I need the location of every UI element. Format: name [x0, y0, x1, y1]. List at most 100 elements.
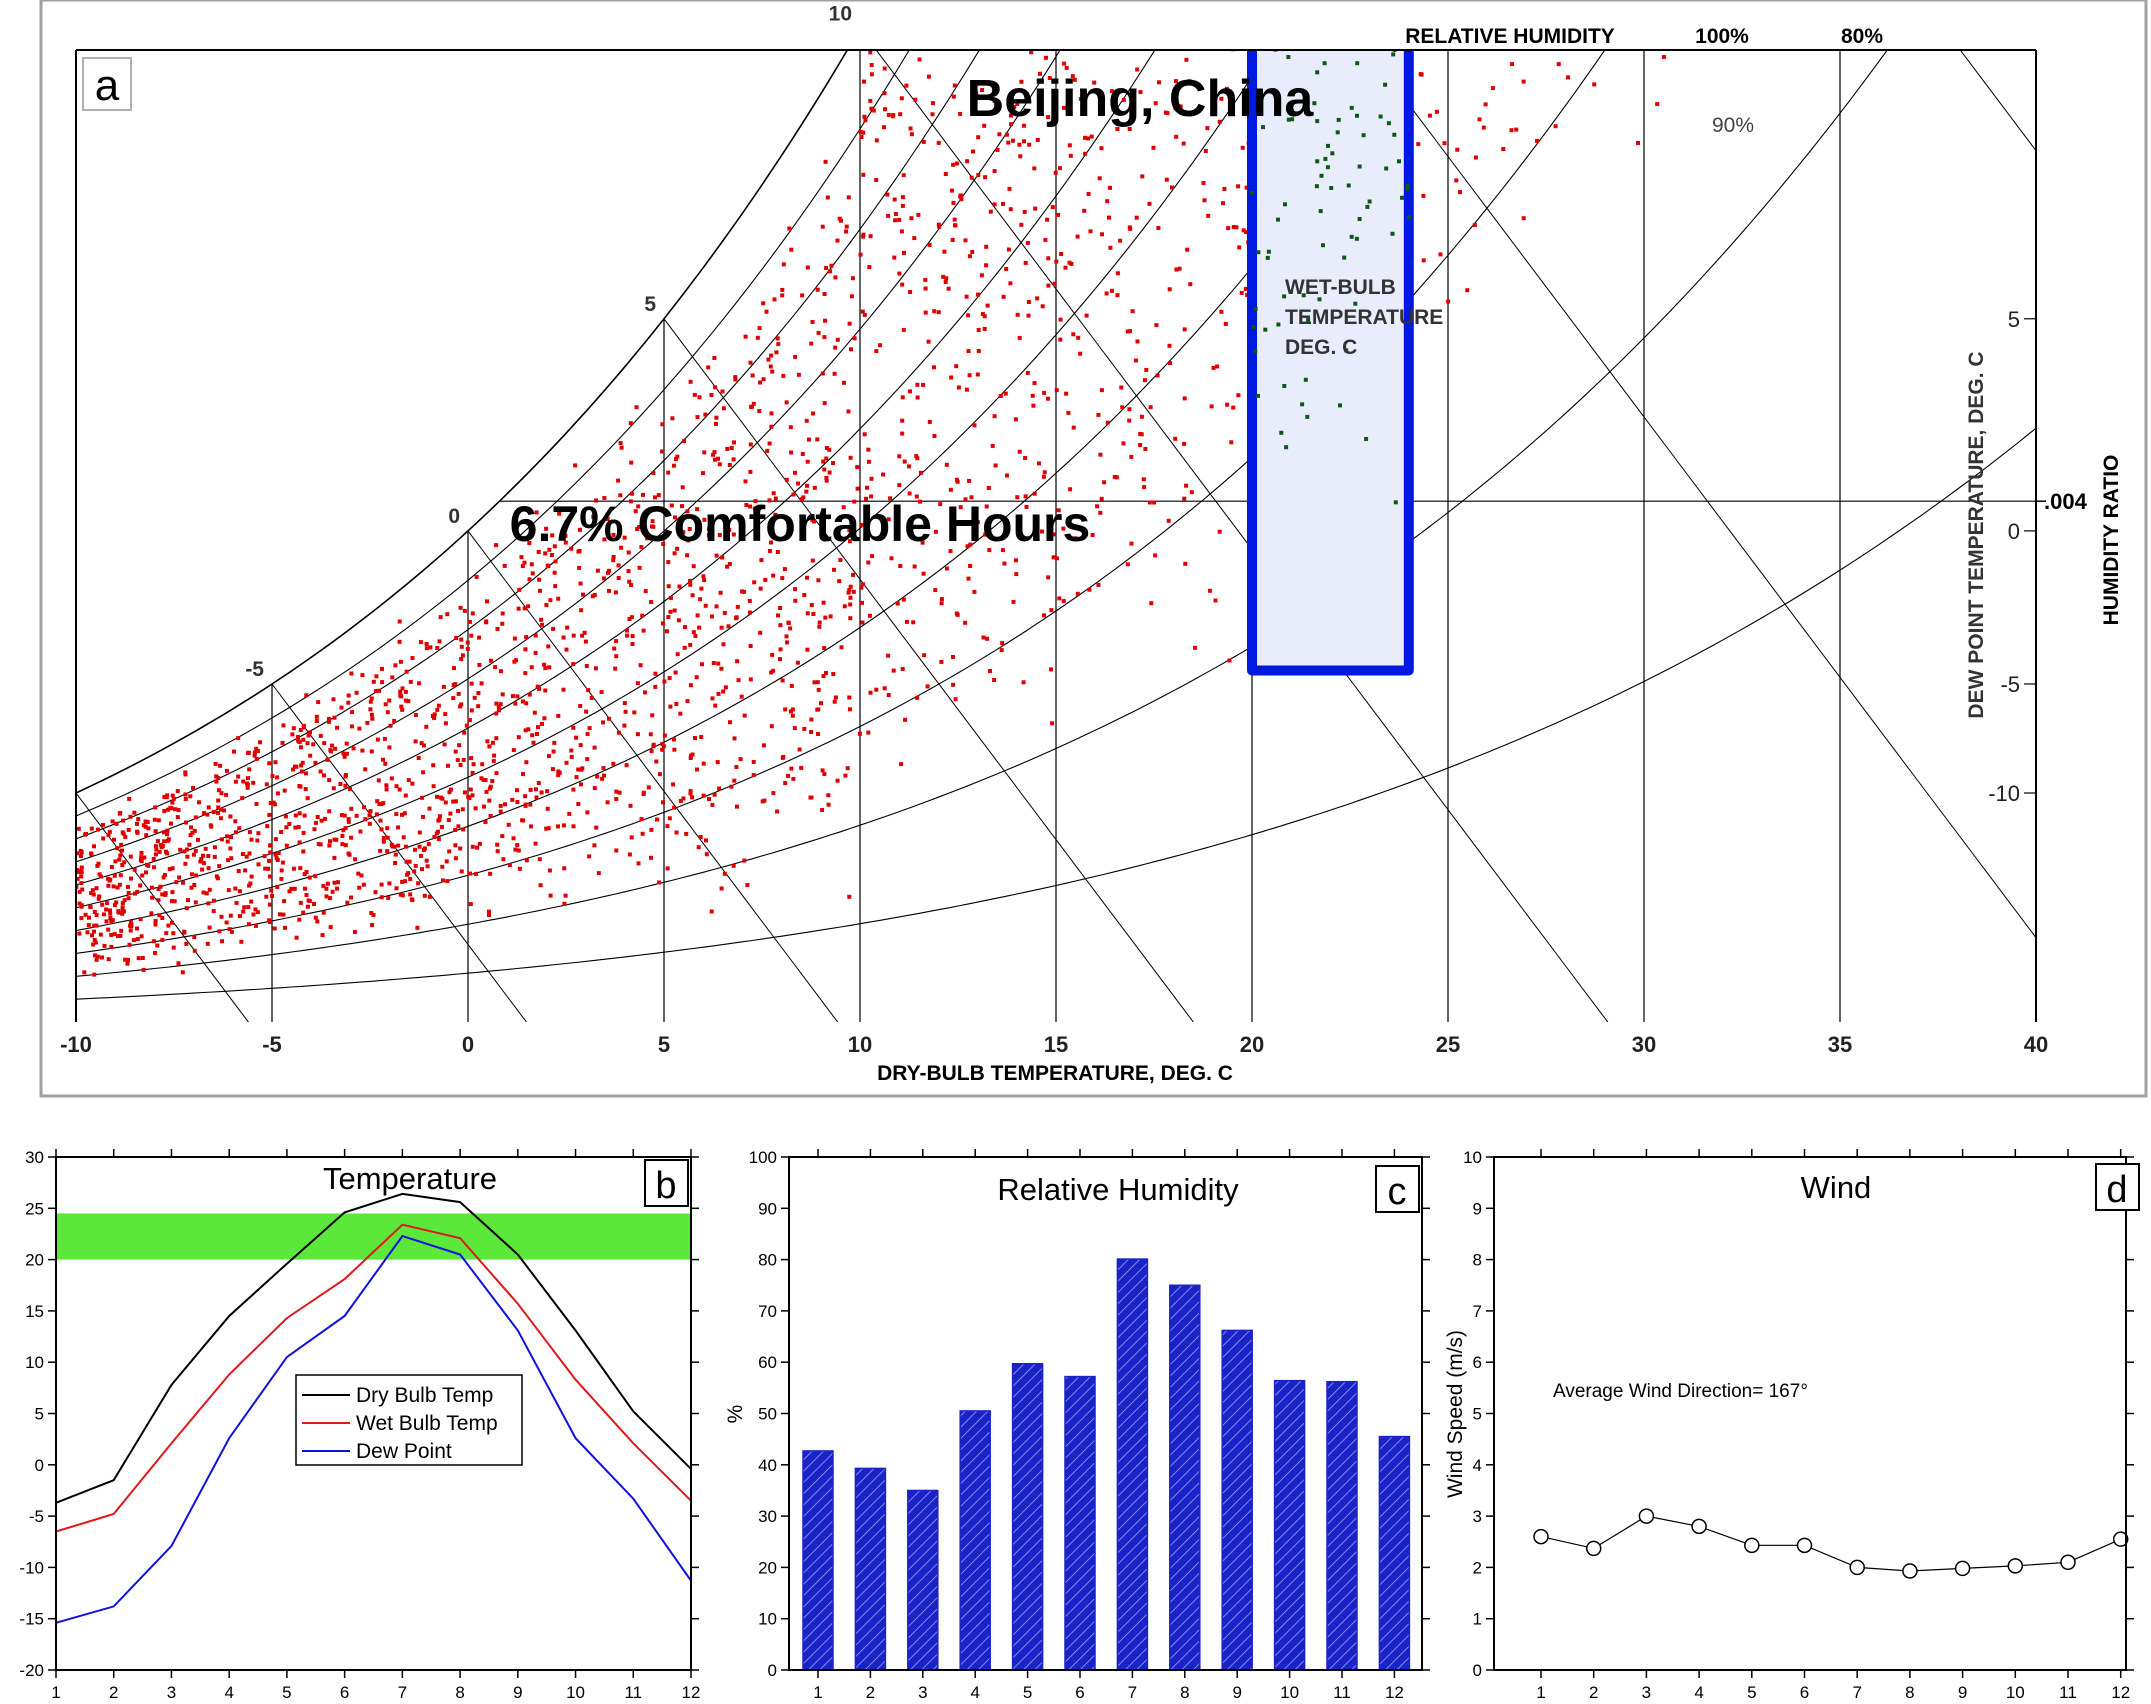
- weather-hour-point: [546, 644, 551, 649]
- weather-hour-point: [1023, 456, 1028, 460]
- weather-hour-point: [441, 684, 446, 689]
- weather-hour-point: [723, 685, 728, 690]
- weather-hour-point: [352, 930, 357, 934]
- weather-hour-point: [698, 597, 703, 602]
- weather-hour-point: [191, 785, 196, 790]
- weather-hour-point: [486, 909, 491, 914]
- weather-hour-point: [359, 873, 364, 878]
- dewpoint-tick-label: -5: [2000, 672, 2020, 697]
- weather-hour-point: [662, 733, 667, 738]
- weather-hour-point: [404, 669, 409, 674]
- panel-b-frame: [55, 1156, 692, 1671]
- weather-hour-point: [866, 459, 871, 464]
- weather-hour-point: [114, 821, 119, 826]
- weather-hour-point: [823, 615, 828, 620]
- weather-hour-point: [205, 812, 210, 817]
- weather-hour-point: [849, 347, 853, 352]
- weather-hour-point: [424, 642, 429, 646]
- weather-hour-point: [682, 645, 687, 650]
- weather-hour-point: [430, 714, 435, 718]
- weather-hour-point: [721, 642, 726, 647]
- weather-hour-point: [833, 275, 838, 280]
- weather-hour-point: [565, 625, 570, 630]
- weather-hour-point: [707, 527, 711, 532]
- weather-hour-point: [1105, 420, 1110, 425]
- weather-hour-point: [498, 702, 503, 707]
- wind-speed-point: [1954, 1560, 1971, 1577]
- weather-hour-point: [516, 606, 521, 611]
- weather-hour-point: [556, 769, 561, 774]
- weather-hour-point: [1205, 126, 1210, 131]
- weather-hour-point: [936, 310, 941, 315]
- weather-hour-point: [1026, 313, 1031, 318]
- weather-hour-point: [871, 108, 876, 113]
- weather-hour-point: [578, 743, 583, 748]
- weather-hour-point: [809, 341, 814, 346]
- weather-hour-point: [587, 726, 592, 731]
- wetbulb-label-line2: TEMPERATURE: [1285, 306, 1443, 329]
- weather-hour-point: [963, 497, 968, 502]
- weather-hour-point: [492, 753, 497, 758]
- weather-hour-point: [302, 872, 307, 877]
- weather-hour-point: [374, 674, 379, 679]
- weather-hour-point: [595, 774, 600, 779]
- weather-hour-point: [787, 226, 792, 231]
- weather-hour-point: [552, 570, 557, 575]
- weather-hour-point: [263, 866, 268, 871]
- weather-hour-point: [769, 353, 774, 358]
- weather-hour-point: [420, 867, 424, 872]
- weather-hour-point: [152, 865, 156, 870]
- weather-hour-point: [245, 785, 250, 790]
- weather-hour-point: [1472, 223, 1477, 228]
- weather-hour-point: [927, 419, 932, 424]
- weather-hour-point: [120, 830, 125, 835]
- weather-hour-point: [276, 851, 281, 855]
- weather-hour-point: [990, 443, 995, 448]
- weather-hour-point: [1173, 106, 1178, 111]
- weather-hour-point: [76, 851, 80, 856]
- weather-hour-point: [1054, 259, 1059, 264]
- weather-hour-point: [248, 881, 253, 886]
- weather-hour-point: [94, 923, 99, 928]
- weather-hour-point: [729, 446, 734, 450]
- weather-hour-point: [97, 872, 102, 877]
- weather-hour-point: [785, 640, 789, 645]
- weather-hour-point: [216, 805, 221, 810]
- weather-hour-point: [1427, 113, 1432, 118]
- weather-hour-point: [811, 612, 816, 616]
- panel-b-y-tick-label: 5: [35, 1405, 44, 1424]
- weather-hour-point: [784, 477, 789, 482]
- weather-hour-point: [637, 565, 642, 570]
- weather-hour-point: [951, 94, 956, 99]
- weather-hour-point: [293, 764, 297, 769]
- weather-hour-point: [1455, 147, 1460, 152]
- weather-hour-point: [171, 931, 176, 936]
- weather-hour-point: [109, 865, 114, 869]
- weather-hour-point: [236, 869, 241, 873]
- weather-hour-point: [770, 369, 775, 374]
- weather-hour-point: [233, 779, 238, 784]
- weather-hour-point: [167, 867, 172, 872]
- weather-hour-point: [893, 212, 898, 216]
- weather-hour-point: [176, 961, 181, 966]
- weather-hour-point: [1177, 266, 1182, 271]
- weather-hour-point: [958, 111, 963, 116]
- weather-hour-point: [491, 759, 496, 764]
- weather-hour-point: [79, 874, 84, 879]
- weather-hour-point: [1553, 124, 1558, 129]
- weather-hour-point: [462, 608, 467, 613]
- panel-b-x-tick-label: 9: [513, 1683, 522, 1702]
- weather-hour-point: [793, 598, 798, 603]
- panel-c-y-tick-label: 40: [758, 1456, 777, 1475]
- panel-b-x-tick-label: 11: [624, 1683, 642, 1702]
- weather-hour-point: [793, 587, 798, 592]
- weather-hour-point: [529, 562, 534, 567]
- weather-hour-point: [281, 912, 286, 917]
- weather-hour-point: [211, 909, 216, 914]
- weather-hour-point: [175, 789, 180, 794]
- weather-hour-point: [82, 970, 87, 975]
- weather-hour-point: [726, 624, 731, 629]
- weather-hour-point: [653, 684, 658, 689]
- panel-c-x-tick-label: 11: [1333, 1683, 1351, 1702]
- panel-c-x-tick-label: 3: [918, 1683, 927, 1702]
